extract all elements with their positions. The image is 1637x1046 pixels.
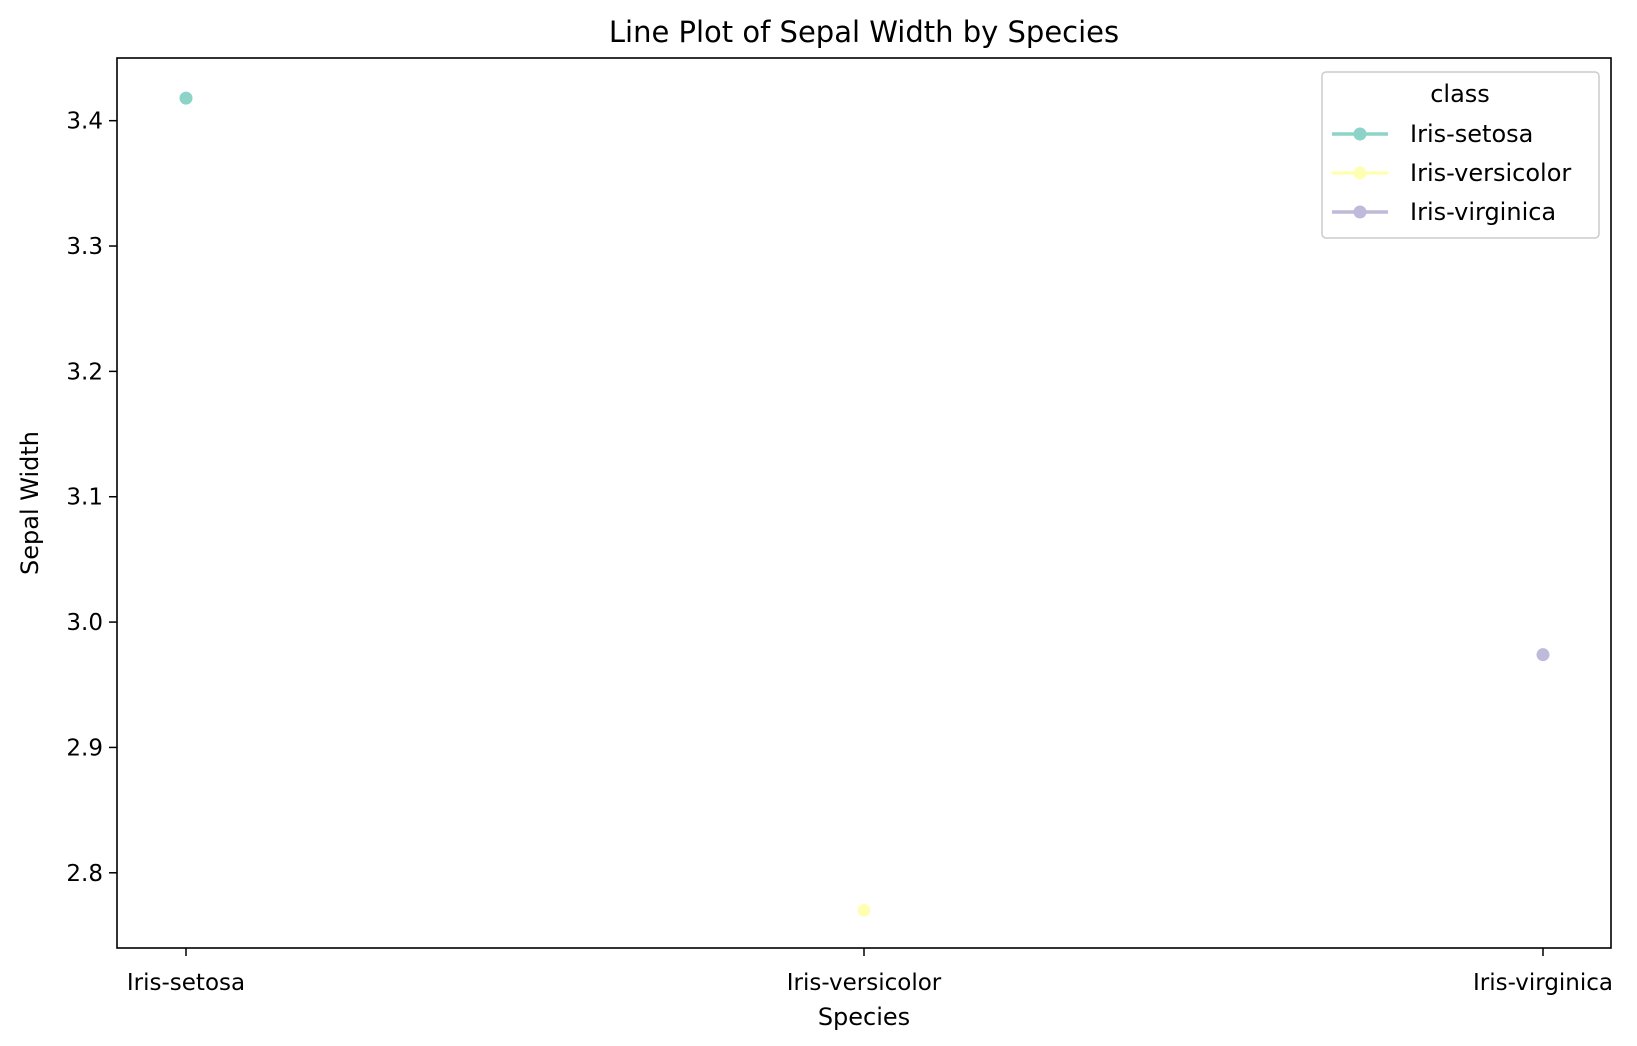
legend-entry: Iris-versicolor <box>1332 159 1571 187</box>
legend-label: Iris-virginica <box>1410 198 1556 226</box>
legend-label: Iris-versicolor <box>1410 159 1571 187</box>
data-point <box>857 903 871 917</box>
data-point <box>1536 648 1550 662</box>
legend-marker <box>1353 127 1367 141</box>
data-point <box>179 91 193 105</box>
data-points <box>179 91 1550 917</box>
y-axis: 2.8 2.9 3.0 3.1 3.2 3.3 3.4 <box>66 109 117 887</box>
y-tick-label: 3.2 <box>66 359 103 385</box>
legend-label: Iris-setosa <box>1410 120 1533 148</box>
x-tick-label: Iris-setosa <box>127 970 245 996</box>
y-tick-label: 3.3 <box>66 234 103 260</box>
y-tick-label: 3.1 <box>66 485 103 511</box>
y-tick-label: 2.8 <box>66 861 103 887</box>
legend-box <box>1321 71 1600 239</box>
y-tick-label: 3.0 <box>66 610 103 636</box>
x-tick-label: Iris-virginica <box>1473 970 1613 996</box>
y-axis-label: Sepal Width <box>16 431 44 575</box>
y-tick-label: 2.9 <box>66 735 103 761</box>
y-tick-label: 3.4 <box>66 109 103 135</box>
x-axis: Iris-setosa Iris-versicolor Iris-virginica <box>127 948 1613 996</box>
chart-title: Line Plot of Sepal Width by Species <box>609 15 1119 49</box>
legend-entry: Iris-setosa <box>1332 120 1533 148</box>
legend-marker <box>1353 205 1367 219</box>
x-tick-label: Iris-versicolor <box>787 970 942 996</box>
legend: class Iris-setosa Iris-versicolor Iris-vir… <box>1321 71 1600 239</box>
legend-entry: Iris-virginica <box>1332 198 1556 226</box>
x-axis-label: Species <box>818 1003 910 1031</box>
legend-title: class <box>1430 80 1490 108</box>
legend-marker <box>1353 166 1367 180</box>
